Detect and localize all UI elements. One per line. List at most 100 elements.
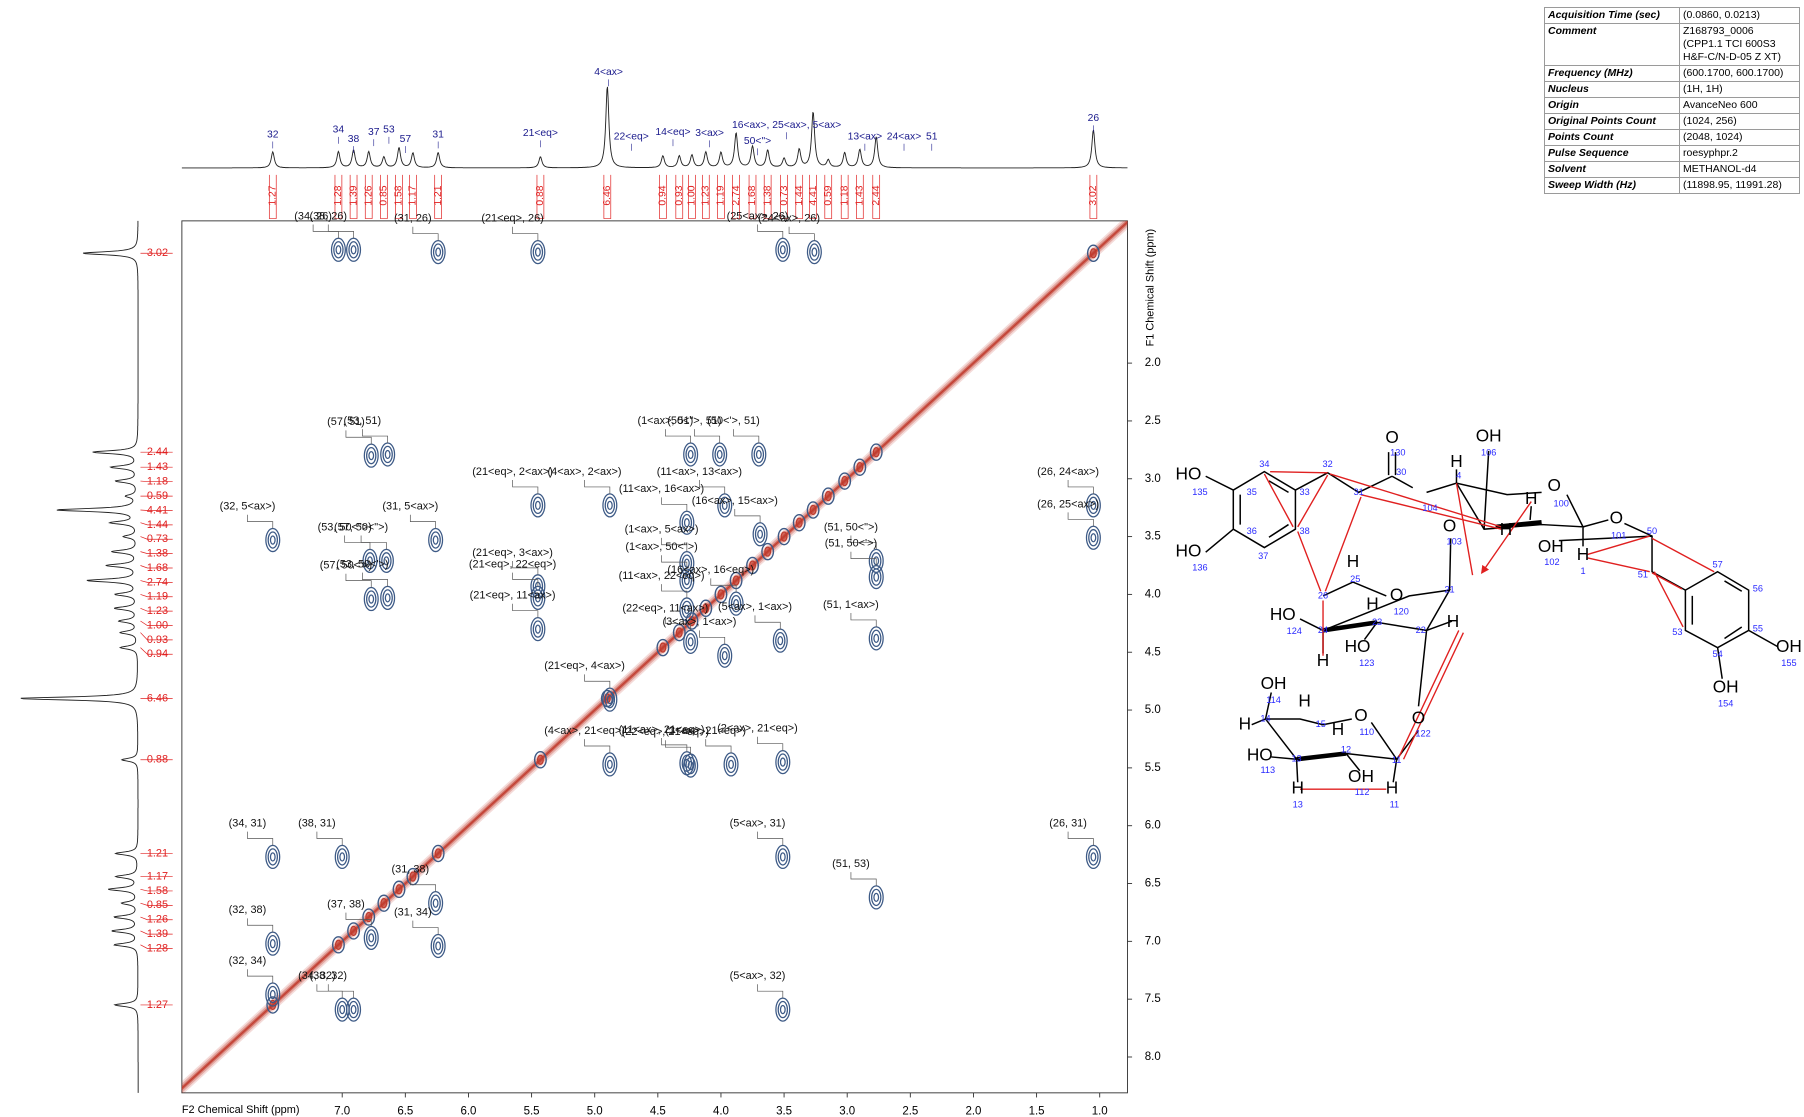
cross-peak-label: (50<">, 51) [667, 415, 721, 427]
diagonal-peak [824, 490, 832, 502]
diagonal-peak [699, 599, 713, 618]
cross-peak-label: (32, 38) [229, 904, 267, 916]
integral-label: 1.28 [147, 942, 168, 954]
label-bracket [362, 572, 389, 587]
cross-peak-label: (1<ax>, 5<ax>) [625, 524, 699, 536]
contour [683, 604, 690, 615]
label-bracket [710, 578, 737, 593]
atom-number: 50 [1647, 526, 1657, 536]
contour [871, 629, 882, 648]
wedge-bond [1296, 519, 1542, 762]
y-tick-label: 2.0 [1145, 357, 1161, 369]
atom-label: O [1354, 705, 1367, 725]
atom-number: 21 [1444, 585, 1454, 595]
atom-number: 33 [1300, 487, 1310, 497]
atom-label: HO [1345, 636, 1371, 656]
diagonal-peak [434, 848, 442, 859]
contour [728, 759, 734, 770]
label-bracket [512, 561, 539, 575]
contour [364, 552, 376, 570]
parameter-row: Comment Z168793_0006 (CPP1.1 TCI 600S3 H&… [1544, 23, 1800, 66]
diagonal-peak [362, 908, 376, 926]
integral-leader [140, 607, 173, 612]
contour [384, 593, 391, 603]
parameter-value: (2048, 1024) [1679, 129, 1800, 146]
cross-peak [346, 237, 362, 262]
y-tick-label: 4.0 [1145, 588, 1161, 600]
contour [368, 594, 375, 604]
x-tick-label: 1.5 [1029, 1105, 1045, 1117]
cross-peak-label: (32, 5<ax>) [220, 501, 276, 513]
cross-peak [775, 844, 791, 870]
y-tick-label: 4.5 [1145, 646, 1161, 658]
cross-peak [868, 885, 884, 910]
label-bracket [247, 918, 274, 933]
diagonal-peak [392, 880, 406, 899]
integral-bracket [380, 174, 388, 219]
contour [430, 894, 441, 912]
label-bracket [757, 984, 784, 999]
cross-peak-label: (38, 26) [309, 210, 347, 222]
contour [336, 1000, 348, 1019]
integral-label: 1.26 [147, 914, 168, 926]
peak-label: 16<ax>, 25<ax>, 5<ax> [732, 120, 841, 131]
atom-number: 1 [1580, 566, 1585, 576]
diagonal-peak [780, 531, 788, 542]
contour [871, 888, 882, 907]
atom-number: 104 [1422, 503, 1437, 513]
integral-label: 0.94 [658, 185, 669, 205]
parameter-name: Points Count [1544, 129, 1680, 146]
diagonal-peak [856, 462, 864, 473]
x-tick-label: 5.5 [524, 1105, 540, 1117]
peak-label: 50<"> [744, 136, 771, 147]
contour [685, 756, 696, 775]
parameter-value: AvanceNeo 600 [1679, 97, 1800, 114]
integral-label: 1.68 [747, 185, 758, 205]
contour [534, 593, 541, 603]
parameter-value: (0.0860, 0.0213) [1679, 7, 1800, 24]
atom-label: H [1332, 719, 1344, 739]
integral-label: 1.38 [147, 548, 168, 560]
integral-label: 1.18 [147, 475, 168, 487]
peak-label: 34 [333, 125, 345, 136]
cross-peak-label: (11<ax>, 21<eq>) [619, 724, 705, 736]
atom-number: 122 [1415, 728, 1430, 738]
contour [432, 243, 444, 261]
contour [267, 985, 279, 1004]
contour [267, 531, 279, 549]
diagonal-peak [795, 517, 803, 528]
integral-bracket [268, 174, 277, 219]
integral-label: 1.27 [147, 999, 168, 1011]
atom-label: H [1500, 519, 1512, 539]
cross-peak [363, 443, 379, 468]
label-bracket [850, 613, 877, 627]
peak-label: 13<ax> [848, 132, 883, 143]
integral-bracket [675, 174, 684, 219]
atom-label: H [1386, 778, 1398, 798]
cross-peak-label: (26, 31) [1049, 817, 1087, 829]
cross-peak [530, 493, 546, 518]
left-projection [20, 220, 139, 1093]
x-tick-label: 1.0 [1092, 1105, 1108, 1117]
peak-label: 32 [267, 129, 279, 140]
atom-label: H [1347, 551, 1359, 571]
integral-label: 1.27 [268, 185, 279, 205]
atom-label: HO [1247, 744, 1273, 764]
contour [366, 929, 377, 947]
contour [348, 241, 359, 259]
integral-leader [140, 902, 173, 906]
diagonal-peak [334, 939, 342, 950]
parameter-name: Nucleus [1544, 81, 1680, 98]
integral-label: 1.58 [147, 885, 168, 897]
cross-peak-label: (24<ax>, 26) [758, 213, 820, 225]
cross-peak [428, 527, 444, 553]
atom-label: HO [1176, 541, 1202, 561]
contour [532, 496, 544, 515]
cross-peak-label: (38, 32) [309, 970, 347, 982]
integral-label: 0.73 [779, 185, 790, 205]
cross-peak [752, 522, 768, 547]
cross-peak [380, 585, 396, 611]
label-bracket [788, 226, 815, 241]
label-bracket [694, 429, 721, 443]
